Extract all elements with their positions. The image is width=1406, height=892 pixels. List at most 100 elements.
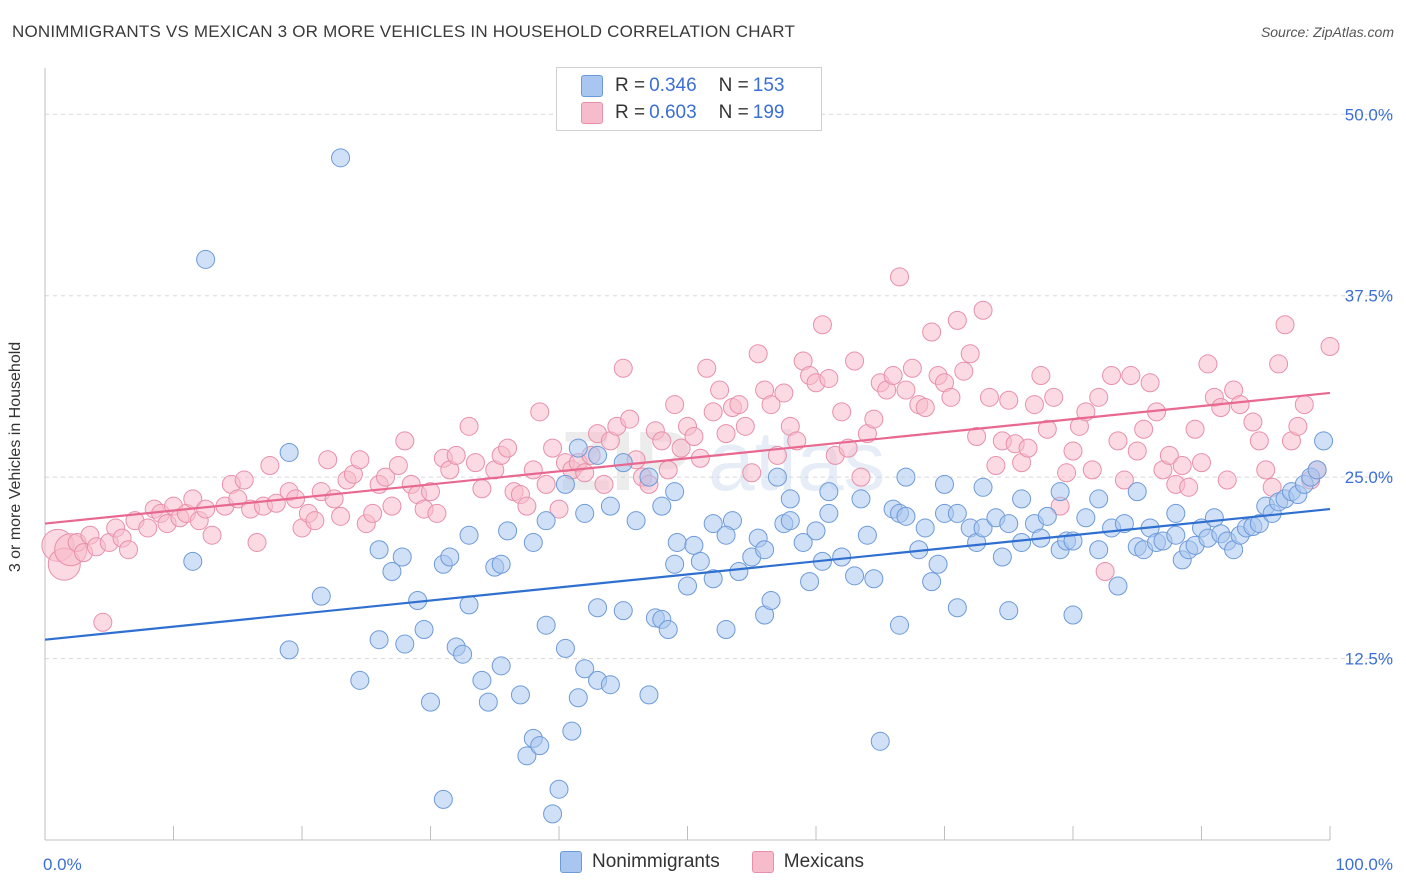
data-point-mexicans	[1140, 373, 1160, 393]
data-point-nonimmigrants	[536, 511, 556, 531]
data-point-mexicans	[1211, 397, 1231, 417]
data-point-mexicans	[1275, 315, 1295, 335]
data-point-mexicans	[517, 496, 537, 516]
series-nonimmigrants	[183, 148, 1334, 824]
data-point-nonimmigrants	[498, 521, 518, 541]
data-point-mexicans	[530, 402, 550, 422]
data-point-nonimmigrants	[530, 736, 550, 756]
data-point-nonimmigrants	[1127, 482, 1147, 502]
data-point-nonimmigrants	[279, 640, 299, 660]
data-point-nonimmigrants	[1063, 605, 1083, 625]
data-point-nonimmigrants	[780, 511, 800, 531]
data-point-mexicans	[767, 445, 787, 465]
legend-swatch-blue	[560, 851, 582, 873]
legend-label-mexicans: Mexicans	[783, 851, 865, 872]
data-point-mexicans	[819, 368, 839, 388]
data-point-nonimmigrants	[491, 656, 511, 676]
data-point-nonimmigrants	[331, 148, 351, 168]
data-point-mexicans	[1217, 470, 1237, 490]
data-point-mexicans	[947, 310, 967, 330]
y-tick-label: 50.0%	[1345, 105, 1393, 124]
data-point-mexicans	[1063, 441, 1083, 461]
data-point-nonimmigrants	[896, 506, 916, 526]
legend-r-label: R =	[615, 102, 646, 123]
data-point-nonimmigrants	[414, 620, 434, 640]
data-point-mexicans	[986, 456, 1006, 476]
data-point-mexicans	[735, 416, 755, 436]
data-point-nonimmigrants	[729, 561, 749, 581]
source-label: Source: ZipAtlas.com	[1260, 24, 1394, 40]
data-point-mexicans	[1269, 354, 1289, 374]
data-point-mexicans	[954, 361, 974, 381]
data-point-mexicans	[196, 499, 216, 519]
data-point-mexicans	[498, 438, 518, 458]
data-point-mexicans	[1320, 337, 1340, 357]
data-point-nonimmigrants	[613, 453, 633, 473]
data-point-mexicans	[1095, 561, 1115, 581]
data-point-nonimmigrants	[1089, 540, 1109, 560]
data-point-nonimmigrants	[1114, 514, 1134, 534]
data-point-mexicans	[774, 383, 794, 403]
data-point-nonimmigrants	[562, 721, 582, 741]
data-point-nonimmigrants	[459, 525, 479, 545]
data-point-mexicans	[703, 402, 723, 422]
data-point-nonimmigrants	[947, 503, 967, 523]
data-point-mexicans	[331, 506, 351, 526]
legend-r-value: 0.346	[649, 75, 697, 96]
data-point-nonimmigrants	[459, 595, 479, 615]
data-point-nonimmigrants	[588, 598, 608, 618]
data-point-mexicans	[864, 409, 884, 429]
data-point-mexicans	[350, 450, 370, 470]
data-point-nonimmigrants	[279, 442, 299, 462]
legend-item-nonimmigrants: Nonimmigrants	[560, 851, 720, 873]
data-point-mexicans	[922, 322, 942, 342]
data-point-mexicans	[1102, 366, 1122, 386]
data-point-nonimmigrants	[1307, 460, 1327, 480]
data-point-nonimmigrants	[1012, 489, 1032, 509]
data-point-mexicans	[761, 395, 781, 415]
data-point-mexicans	[1018, 438, 1038, 458]
data-point-nonimmigrants	[395, 634, 415, 654]
data-point-mexicans	[260, 456, 280, 476]
data-point-nonimmigrants	[703, 569, 723, 589]
data-point-nonimmigrants	[196, 249, 216, 269]
legend-item-mexicans: Mexicans	[751, 851, 865, 873]
data-point-mexicans	[1121, 366, 1141, 386]
data-point-mexicans	[729, 395, 749, 415]
data-point-nonimmigrants	[491, 554, 511, 574]
data-point-mexicans	[1114, 470, 1134, 490]
legend-swatch-pink	[751, 851, 774, 873]
data-point-mexicans	[967, 427, 987, 447]
data-point-nonimmigrants	[935, 474, 954, 494]
data-point-nonimmigrants	[600, 496, 620, 516]
data-point-mexicans	[1288, 416, 1308, 436]
data-point-nonimmigrants	[652, 496, 672, 516]
data-point-nonimmigrants	[690, 551, 710, 571]
data-point-mexicans	[941, 387, 961, 407]
data-point-nonimmigrants	[517, 746, 537, 766]
data-point-mexicans	[748, 344, 768, 364]
data-point-mexicans	[665, 395, 685, 415]
data-point-mexicans	[202, 525, 222, 545]
data-point-nonimmigrants	[1166, 503, 1186, 523]
legend-row-mexicans: R = 0.603 N = 199	[581, 101, 784, 125]
data-point-nonimmigrants	[761, 591, 781, 611]
data-point-mexicans	[1108, 431, 1128, 451]
y-tick-label: 12.5%	[1345, 650, 1393, 669]
data-point-nonimmigrants	[392, 547, 412, 567]
data-point-mexicans	[613, 358, 633, 378]
data-point-mexicans	[620, 409, 640, 429]
data-point-nonimmigrants	[311, 586, 331, 606]
legend-swatch-blue	[581, 75, 603, 97]
data-point-nonimmigrants	[1108, 576, 1128, 596]
data-point-nonimmigrants	[543, 804, 563, 824]
data-point-mexicans	[427, 503, 447, 523]
data-point-mexicans	[119, 540, 139, 560]
data-point-nonimmigrants	[793, 532, 813, 552]
data-point-nonimmigrants	[478, 692, 498, 712]
data-point-nonimmigrants	[992, 547, 1012, 567]
data-point-mexicans	[388, 456, 408, 476]
data-point-mexicans	[459, 416, 479, 436]
data-point-mexicans	[915, 397, 935, 417]
